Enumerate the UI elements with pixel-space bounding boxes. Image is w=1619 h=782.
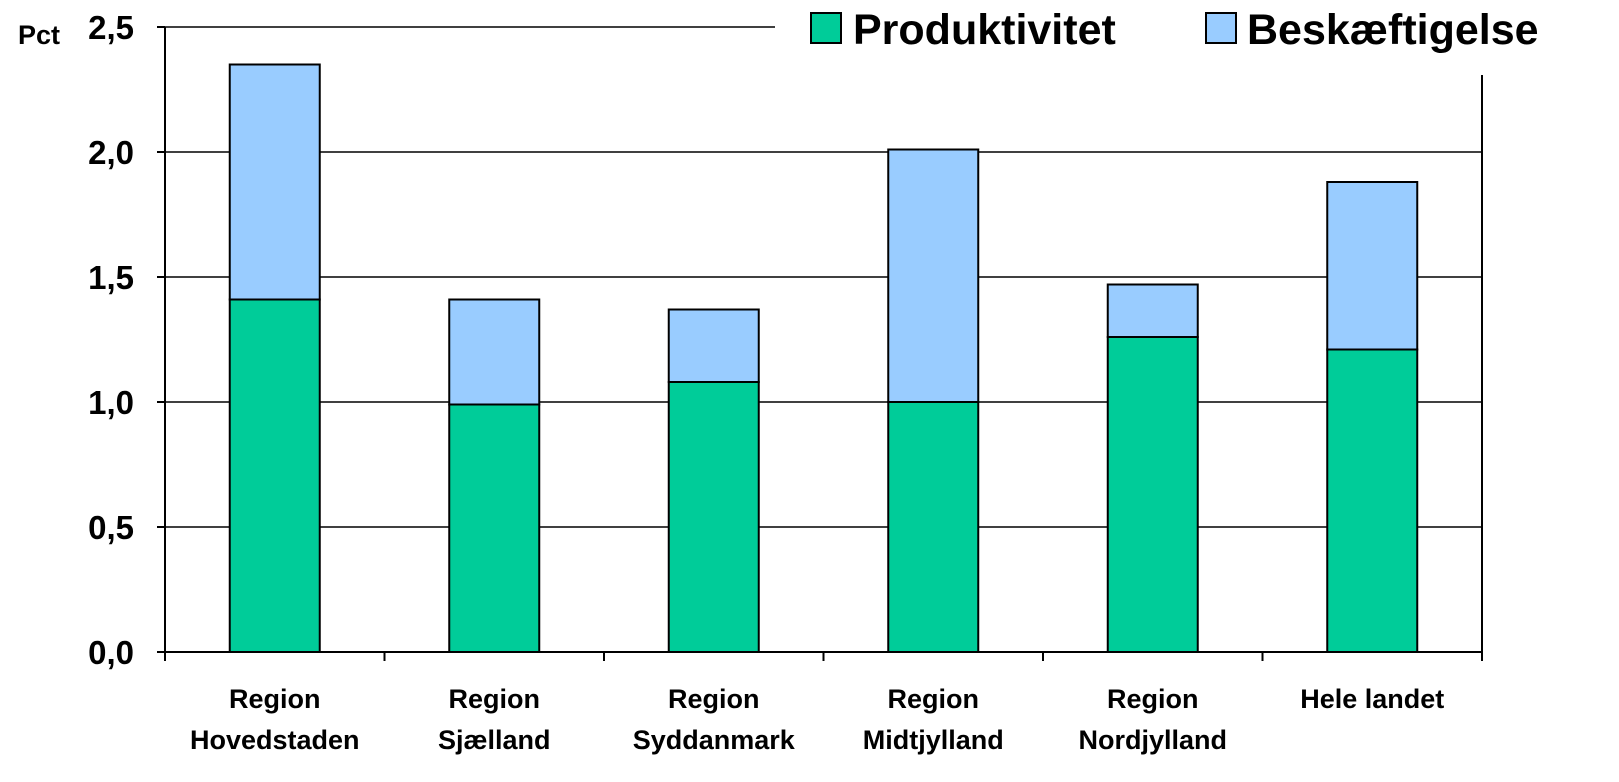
x-category-label: Syddanmark <box>633 725 796 755</box>
y-tick-label: 2,5 <box>88 9 134 46</box>
bar-produktivitet-3 <box>887 401 980 653</box>
x-category-label: Region <box>668 684 760 714</box>
x-category-label: Region <box>229 684 321 714</box>
x-category-label: Hovedstaden <box>190 725 360 755</box>
legend: Produktivitet Beskæftigelse <box>810 6 1539 54</box>
legend-swatch-beskæftigelse <box>1205 12 1237 44</box>
bar-beskæftigelse-3 <box>887 148 980 403</box>
bar-produktivitet-1 <box>448 403 541 653</box>
x-category-label: Midtjylland <box>863 725 1004 755</box>
legend-swatch-produktivitet <box>810 12 842 44</box>
bar-beskæftigelse-5 <box>1326 181 1419 351</box>
y-tick-labels: 0,0 0,5 1,0 1,5 2,0 2,5 <box>88 9 134 671</box>
legend-label-beskæftigelse: Beskæftigelse <box>1247 6 1539 54</box>
bar-beskæftigelse-0 <box>228 63 321 301</box>
axes <box>164 27 1483 661</box>
bars <box>228 63 1419 653</box>
x-category-labels: Region Hovedstaden Region Sjælland Region Syd… <box>190 684 1444 755</box>
bar-produktivitet-5 <box>1326 348 1419 653</box>
x-category-label: Hele landet <box>1300 684 1444 714</box>
bar-produktivitet-4 <box>1106 336 1199 653</box>
bar-beskæftigelse-2 <box>667 308 760 383</box>
x-category-label: Region <box>449 684 541 714</box>
bar-beskæftigelse-4 <box>1106 283 1199 338</box>
bar-produktivitet-2 <box>667 381 760 653</box>
bar-produktivitet-0 <box>228 298 321 653</box>
y-unit-label: Pct <box>18 20 60 50</box>
x-category-label: Region <box>888 684 980 714</box>
y-tick-label: 2,0 <box>88 134 134 171</box>
y-tick-label: 1,5 <box>88 259 134 296</box>
y-tick-label: 1,0 <box>88 384 134 421</box>
gridlines <box>157 26 1482 653</box>
x-category-label: Nordjylland <box>1078 725 1227 755</box>
legend-label-produktivitet: Produktivitet <box>853 6 1116 54</box>
bar-beskæftigelse-1 <box>448 298 541 406</box>
x-category-label: Region <box>1107 684 1199 714</box>
y-tick-label: 0,0 <box>88 634 134 671</box>
y-tick-label: 0,5 <box>88 509 134 546</box>
x-category-label: Sjælland <box>438 725 551 755</box>
